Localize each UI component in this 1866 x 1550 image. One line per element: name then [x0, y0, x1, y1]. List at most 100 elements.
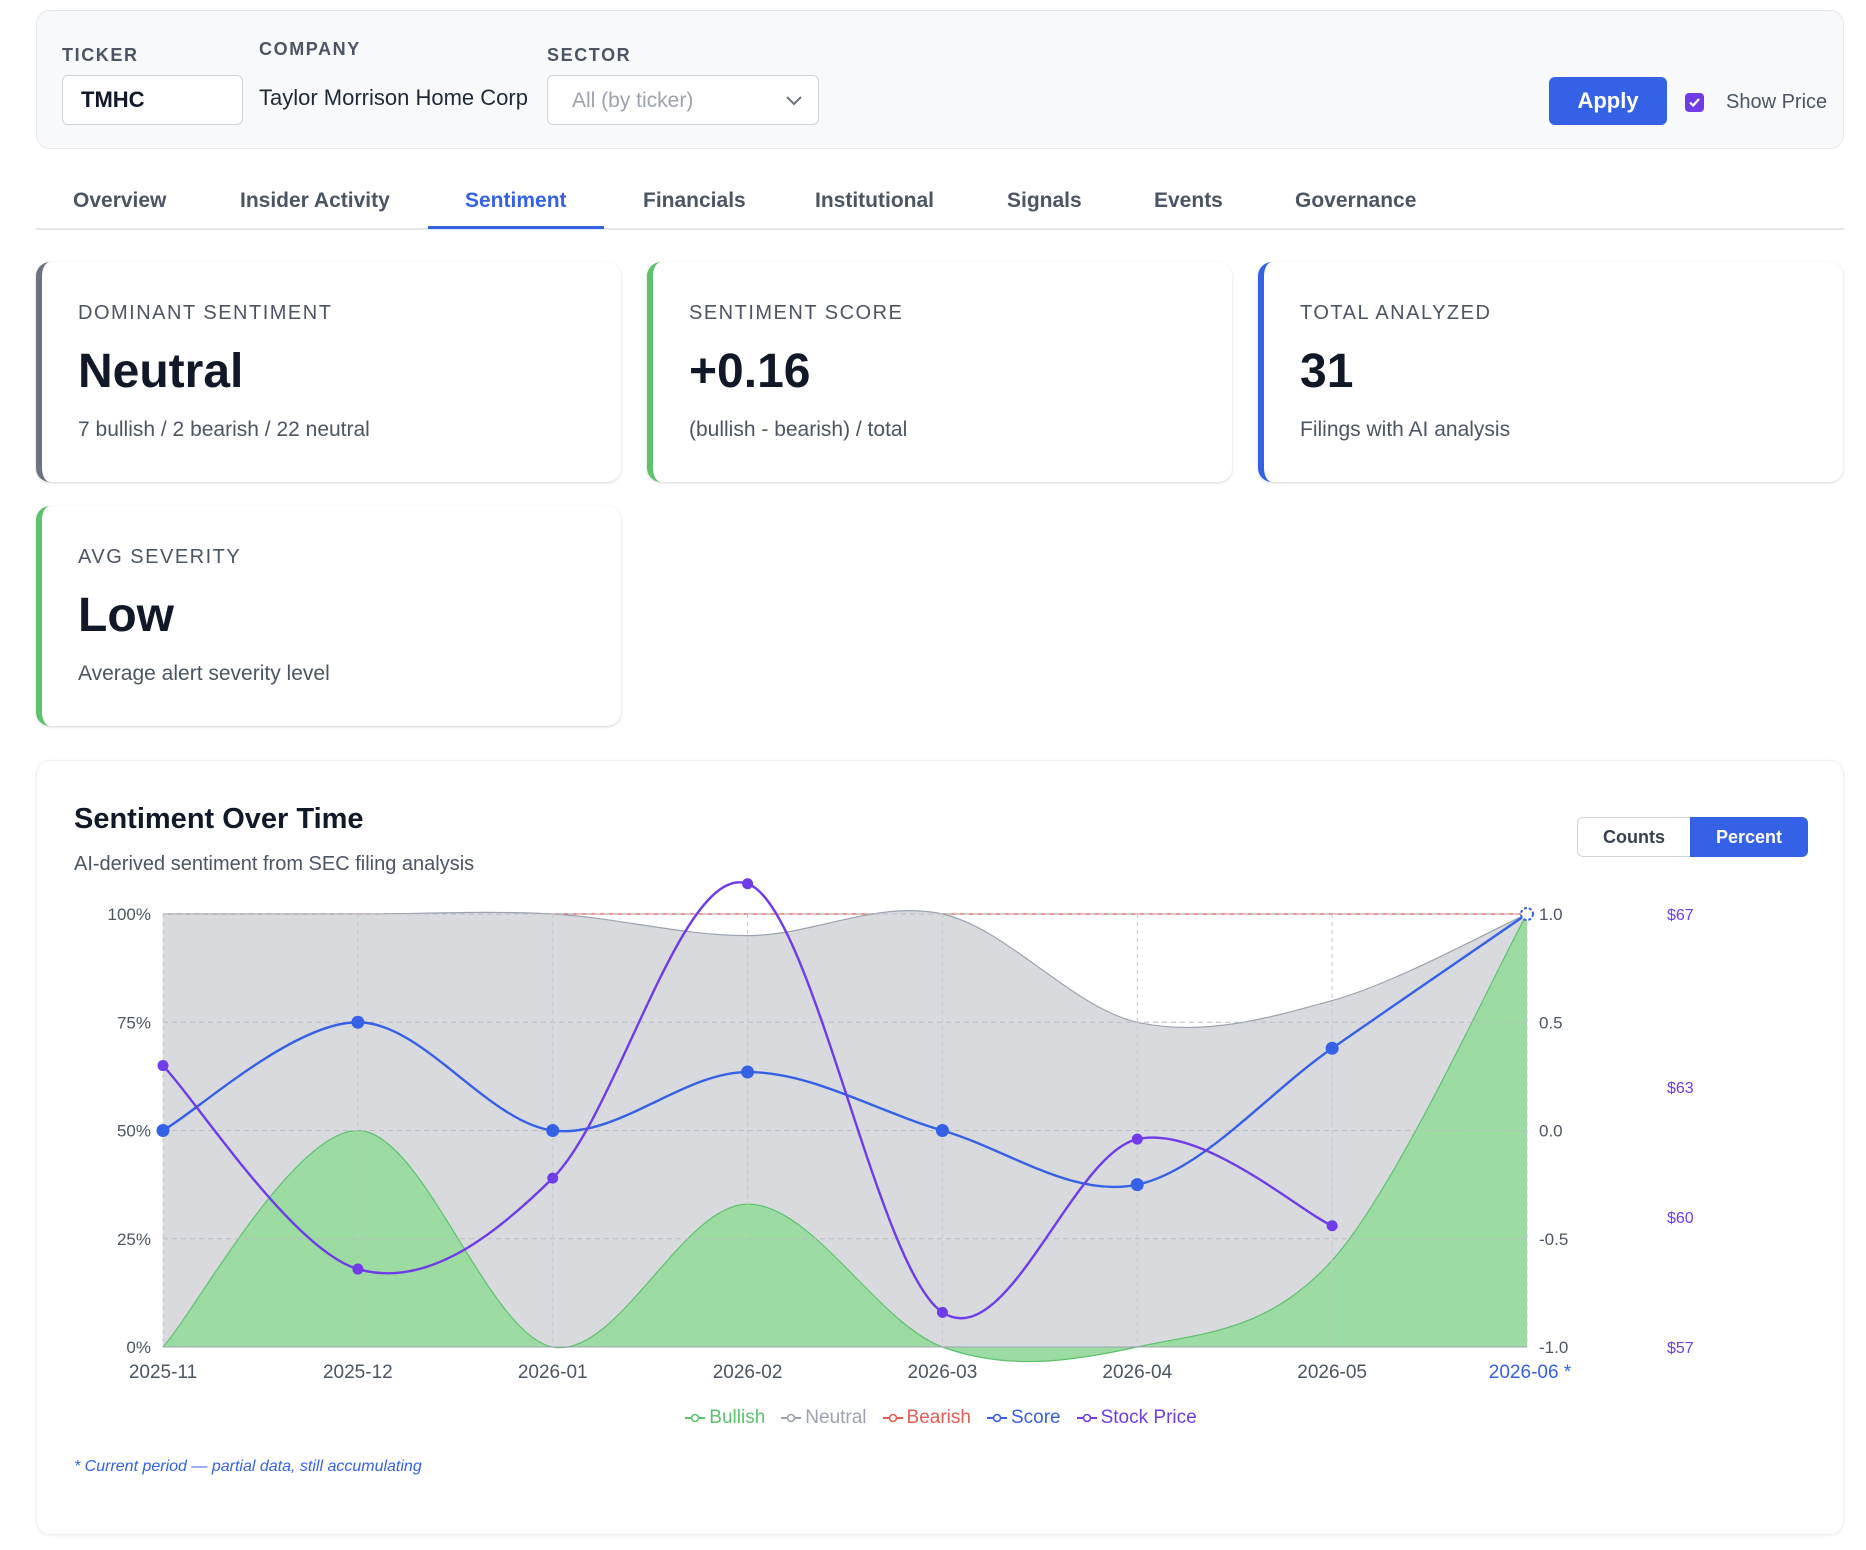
score-point-partial: [1520, 907, 1534, 921]
card-label: DOMINANT SENTIMENT: [78, 302, 333, 324]
legend-label: Stock Price: [1100, 1407, 1197, 1428]
tab-insider-activity[interactable]: Insider Activity: [240, 189, 390, 212]
legend-label: Score: [1010, 1407, 1061, 1428]
score-point: [1130, 1178, 1144, 1192]
tab-sentiment[interactable]: Sentiment: [465, 189, 567, 212]
sector-select[interactable]: All (by ticker): [547, 75, 819, 125]
legend-marker-icon: [882, 1413, 903, 1423]
x-tick-label: 2025-11: [129, 1362, 197, 1383]
score-point: [935, 1124, 949, 1137]
score-point: [741, 1065, 755, 1079]
chart-footnote: * Current period — partial data, still a…: [74, 1458, 422, 1475]
chevron-down-icon: [786, 96, 802, 106]
y-left-tick-label: 25%: [117, 1230, 151, 1249]
filter-bar: TICKER COMPANY Taylor Morrison Home Corp…: [36, 10, 1844, 149]
legend-item-neutral[interactable]: Neutral: [781, 1407, 867, 1429]
stock-price-point: [1131, 1133, 1143, 1145]
tab-institutional[interactable]: Institutional: [815, 189, 934, 212]
legend-marker-icon: [1076, 1413, 1097, 1423]
percent-toggle-button[interactable]: Percent: [1690, 817, 1809, 857]
x-tick-label: 2026-03: [908, 1362, 978, 1383]
y-right-tick-label: -0.5: [1539, 1230, 1568, 1249]
chart-legend: Bullish Neutral Bearish Score Stock Pric…: [37, 1407, 1845, 1429]
score-point: [351, 1015, 365, 1029]
y-right-tick-label: 0.5: [1539, 1013, 1563, 1032]
legend-marker-icon: [781, 1413, 802, 1423]
tab-bar: Overview Insider Activity Sentiment Fina…: [36, 175, 1844, 230]
x-tick-label: 2026-04: [1102, 1362, 1172, 1383]
x-tick-label: 2025-12: [323, 1362, 393, 1383]
y-left-tick-label: 75%: [117, 1013, 151, 1032]
bullish-area: [163, 914, 1527, 1362]
x-tick-label: 2026-01: [518, 1362, 588, 1383]
active-tab-indicator: [428, 226, 604, 229]
x-tick-label: 2026-06 *: [1489, 1362, 1572, 1383]
card-subtext: Filings with AI analysis: [1300, 418, 1511, 441]
tab-overview[interactable]: Overview: [73, 189, 167, 212]
y-right-tick-label: 1.0: [1539, 905, 1563, 924]
y-price-tick-label: $60: [1667, 1210, 1694, 1227]
sector-label: SECTOR: [547, 45, 632, 65]
y-left-tick-label: 50%: [117, 1122, 151, 1141]
company-label: COMPANY: [259, 39, 361, 59]
y-left-tick-label: 100%: [108, 905, 151, 924]
legend-item-bullish[interactable]: Bullish: [685, 1407, 765, 1429]
y-price-tick-label: $63: [1667, 1080, 1694, 1097]
legend-marker-icon: [685, 1413, 706, 1423]
stock-price-point: [1326, 1220, 1338, 1232]
legend-label: Bullish: [709, 1407, 766, 1428]
stock-price-point: [547, 1172, 559, 1184]
card-value: +0.16: [689, 345, 811, 398]
x-tick-label: 2026-02: [713, 1362, 783, 1383]
card-sentiment-score: SENTIMENT SCORE +0.16 (bullish - bearish…: [647, 262, 1232, 482]
show-price-label: Show Price: [1726, 91, 1828, 113]
y-price-tick-label: $57: [1667, 1340, 1694, 1357]
card-total-analyzed: TOTAL ANALYZED 31 Filings with AI analys…: [1258, 262, 1843, 482]
stock-price-point: [936, 1306, 948, 1318]
y-left-tick-label: 0%: [126, 1338, 151, 1357]
apply-button[interactable]: Apply: [1549, 77, 1667, 125]
score-point: [546, 1124, 560, 1137]
stock-price-point: [352, 1263, 364, 1275]
card-subtext: Average alert severity level: [78, 662, 330, 685]
y-right-tick-label: 0.0: [1539, 1122, 1563, 1141]
card-dominant-sentiment: DOMINANT SENTIMENT Neutral 7 bullish / 2…: [36, 262, 621, 482]
card-value: Neutral: [78, 345, 244, 398]
card-value: Low: [78, 589, 174, 642]
legend-item-score[interactable]: Score: [986, 1407, 1061, 1429]
ticker-input[interactable]: [62, 75, 243, 125]
company-name: Taylor Morrison Home Corp: [259, 85, 528, 110]
show-price-checkbox[interactable]: [1685, 93, 1704, 112]
card-label: TOTAL ANALYZED: [1300, 302, 1492, 324]
show-price-toggle[interactable]: Show Price: [1685, 91, 1827, 114]
card-subtext: 7 bullish / 2 bearish / 22 neutral: [78, 418, 370, 441]
sentiment-chart-panel: Sentiment Over Time AI-derived sentiment…: [36, 760, 1844, 1535]
sector-select-value: All (by ticker): [572, 89, 694, 112]
score-point: [1325, 1041, 1339, 1055]
legend-label: Bearish: [906, 1407, 971, 1428]
check-icon: [1689, 98, 1700, 108]
neutral-area: [163, 910, 1527, 1362]
card-subtext: (bullish - bearish) / total: [689, 418, 908, 441]
counts-toggle-button[interactable]: Counts: [1577, 817, 1690, 857]
legend-marker-icon: [986, 1413, 1007, 1423]
legend-item-bearish[interactable]: Bearish: [882, 1407, 971, 1429]
card-value: 31: [1300, 345, 1354, 398]
sentiment-chart: 0% 25% 50% 75% 100% -1.0 -0.5 0.0 0.5 1.0 $57 $60 $6…: [108, 878, 1694, 1383]
tab-financials[interactable]: Financials: [643, 189, 746, 212]
view-mode-toggle: Counts Percent: [1577, 817, 1809, 857]
chart-subtitle: AI-derived sentiment from SEC filing ana…: [74, 853, 475, 875]
neutral-line: [163, 910, 1528, 1029]
card-label: AVG SEVERITY: [78, 546, 242, 568]
legend-item-stock-price[interactable]: Stock Price: [1076, 1407, 1197, 1429]
tab-signals[interactable]: Signals: [1007, 189, 1082, 212]
card-label: SENTIMENT SCORE: [689, 302, 904, 324]
card-avg-severity: AVG SEVERITY Low Average alert severity …: [36, 506, 621, 726]
ticker-label: TICKER: [62, 45, 139, 65]
y-right-tick-label: -1.0: [1539, 1338, 1568, 1357]
score-point: [156, 1124, 170, 1137]
stock-price-point: [157, 1060, 169, 1072]
tab-governance[interactable]: Governance: [1295, 189, 1417, 212]
x-tick-label: 2026-05: [1297, 1362, 1367, 1383]
tab-events[interactable]: Events: [1154, 189, 1223, 212]
